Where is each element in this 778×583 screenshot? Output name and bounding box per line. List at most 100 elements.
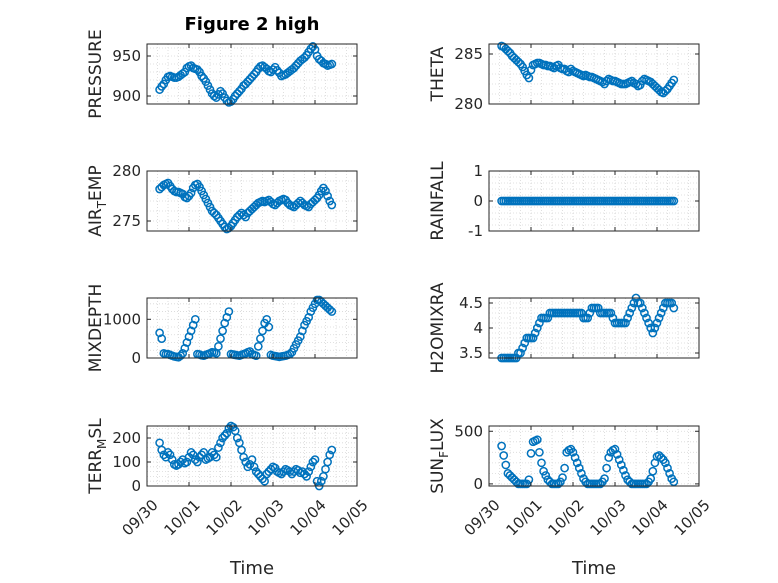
data-point [572,458,582,468]
data-point [543,313,553,323]
data-point [665,469,674,478]
y-tick-label: 950 [112,47,141,65]
data-point [182,457,192,467]
data-point [272,66,282,75]
data-point [207,448,217,457]
data-point [537,458,546,468]
panel-theta: 280 285 THETA [428,41,700,113]
data-point [239,452,248,462]
y-axis-label: H2OMIXRA [428,282,448,373]
data-point [216,334,225,343]
data-point [214,443,223,452]
data-series [497,435,679,489]
data-point [264,467,274,476]
x-tick-label: 10/02 [202,496,245,539]
y-axis-label: TERRMSL [86,418,109,495]
data-point [635,298,645,308]
data-point [312,476,322,486]
data-point [516,348,525,358]
data-series [155,178,337,234]
y-axis-label: MIXDEPTH [86,284,106,373]
x-tick-label: 09/30 [118,496,161,539]
data-point [625,308,635,318]
data-point [583,313,593,323]
data-point [646,323,656,333]
data-point [577,469,586,478]
data-point [663,463,672,473]
data-point [218,326,227,336]
data-point [197,71,206,81]
x-tick-label: 10/03 [244,496,287,539]
data-point [178,349,188,358]
data-point [652,318,662,328]
data-point [182,193,192,203]
data-point [642,313,651,323]
data-point [300,469,309,479]
data-point [216,438,225,448]
data-point [222,428,232,438]
data-point [249,70,259,79]
data-point [304,467,314,476]
data-point [226,97,236,106]
data-point [298,467,307,476]
y-tick-label: -1 [468,222,483,240]
data-point [577,308,586,318]
data-point [600,474,609,483]
data-point [522,479,532,489]
y-tick-label: 0 [131,477,141,495]
data-point [232,89,242,98]
axes-frame [488,425,700,487]
data-point [669,477,679,487]
data-point [157,82,167,91]
data-point [532,323,542,333]
data-point [300,53,309,62]
data-point [616,460,626,470]
axes-frame [146,425,358,487]
x-tick-label: 09/30 [460,496,503,539]
data-point [193,457,202,467]
data-point [321,186,330,196]
data-point [518,343,527,353]
data-point [541,471,551,480]
data-point [656,308,666,318]
data-point [327,200,337,210]
y-tick-label: 1000 [103,310,141,328]
data-point [539,466,548,476]
x-tick-label: 10/04 [286,496,329,539]
y-tick-label: 280 [454,95,483,113]
data-point [258,474,267,484]
data-point [637,303,647,313]
data-point [159,450,169,460]
data-point [186,188,196,198]
data-point [186,448,196,457]
data-point [218,433,227,443]
data-point [316,476,326,486]
data-point [209,208,219,218]
data-point [178,69,188,78]
data-point [667,298,677,308]
data-point [323,191,332,201]
data-point [249,462,259,472]
grid-lines [147,44,357,104]
y-tick-label: 1 [473,162,483,180]
data-point [310,455,320,464]
x-axis-label-left: Time [229,558,274,579]
data-point [532,435,542,445]
data-series [497,293,679,363]
y-tick-label: 100 [112,453,141,471]
data-point [606,308,616,318]
figure-title: Figure 2 high [185,14,320,35]
data-series [155,421,337,491]
y-tick-label: 4.5 [459,294,483,312]
x-tick-label: 10/03 [586,496,629,539]
data-point [501,460,511,470]
data-point [499,451,509,460]
y-axis-label: PRESSURE [86,29,106,118]
data-point [193,65,202,74]
data-point [526,65,536,75]
data-point [497,441,506,451]
data-point [604,453,614,462]
data-point [277,469,286,479]
